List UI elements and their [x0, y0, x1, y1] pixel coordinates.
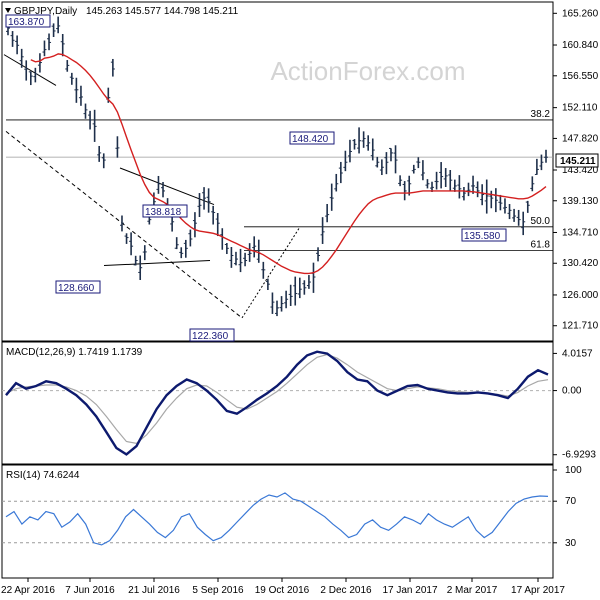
rsi-y-tick-label: 100: [565, 465, 582, 476]
price-annotation-box: [55, 280, 101, 294]
ohlc-values: 145.263 145.577 144.798 145.211: [86, 6, 239, 17]
price-annotation-text: 148.420: [292, 134, 329, 145]
price-y-tick-label: 156.550: [562, 71, 599, 82]
x-tick-label: 21 Jul 2016: [128, 585, 180, 596]
price-annotation-text: 128.660: [58, 283, 95, 294]
fib-level-label: 50.0: [531, 216, 551, 227]
symbol-label: GBPJPY,Daily: [14, 6, 77, 17]
x-tick-label: 17 Jan 2017: [382, 585, 437, 596]
x-tick-label: 2 Mar 2017: [447, 585, 498, 596]
rsi-y-tick-label: 30: [565, 538, 577, 549]
price-y-tick-label: 121.710: [562, 321, 599, 332]
watermark: ActionForex.com: [270, 56, 465, 86]
rsi-title: RSI(14) 74.6244: [6, 470, 80, 481]
price-annotation-text: 163.870: [8, 17, 45, 28]
trendlines: [3, 54, 301, 319]
price-annotation-text: 135.580: [464, 231, 501, 242]
x-tick-label: 5 Sep 2016: [192, 585, 244, 596]
x-tick-label: 17 Apr 2017: [511, 585, 565, 596]
macd-y-tick-label: -6.9293: [562, 450, 596, 461]
current-price-label: 145.211: [560, 156, 596, 167]
price-y-tick-label: 134.710: [562, 227, 599, 238]
price-annotation-box: [461, 228, 507, 242]
price-y-tick-label: 160.840: [562, 40, 599, 51]
macd-y-ticks: 4.0157 0.00 -6.9293: [553, 348, 596, 461]
price-y-tick-label: 165.260: [562, 8, 599, 19]
price-bars: [6, 16, 548, 317]
sma-line: [30, 53, 547, 275]
macd-y-tick-label: 4.0157: [562, 348, 593, 359]
macd-title: MACD(12,26,9) 1.7419 1.1739: [6, 347, 143, 358]
price-y-tick-label: 143.420: [562, 165, 599, 176]
price-annotation-box: [5, 14, 51, 28]
price-annotation-labels: 163.870 148.420 138.818 135.580 128.660 122.3…: [5, 14, 507, 342]
price-y-tick-label: 147.820: [562, 133, 599, 144]
x-tick-label: 7 Jun 2016: [65, 585, 115, 596]
rsi-panel-frame: [1, 464, 554, 579]
rsi-line: [5, 492, 549, 546]
collapse-triangle-icon[interactable]: [5, 8, 11, 13]
price-y-tick-label: 130.420: [562, 258, 599, 269]
price-y-tick-label: 139.130: [562, 196, 599, 207]
price-annotation-box: [142, 204, 188, 218]
price-y-tick-label: 126.000: [562, 290, 599, 301]
x-tick-label: 19 Oct 2016: [255, 585, 310, 596]
price-annotation-text: 122.360: [192, 331, 229, 342]
macd-line: [5, 350, 549, 456]
rsi-y-ticks: 100 70 30: [553, 465, 582, 549]
macd-signal-line: [5, 353, 549, 444]
price-annotation-box: [189, 328, 235, 342]
x-tick-label: 22 Apr 2016: [1, 585, 55, 596]
rsi-y-tick-label: 70: [565, 496, 577, 507]
price-y-ticks: 165.260 160.840 156.550 152.110 147.820 143.4…: [553, 8, 599, 332]
current-price-box: [555, 153, 599, 168]
fib-level-label: 38.2: [531, 109, 551, 120]
fib-level-label: 61.8: [531, 239, 551, 250]
macd-y-tick-label: 0.00: [562, 386, 582, 397]
x-axis-ticks: 22 Apr 2016 7 Jun 2016 21 Jul 2016 5 Sep 20…: [1, 578, 565, 596]
fib-levels: 38.2 50.0 61.8: [6, 109, 553, 251]
price-annotation-text: 138.818: [145, 207, 182, 218]
price-y-tick-label: 152.110: [562, 103, 598, 114]
x-tick-label: 2 Dec 2016: [320, 585, 372, 596]
price-annotation-box: [289, 131, 335, 145]
